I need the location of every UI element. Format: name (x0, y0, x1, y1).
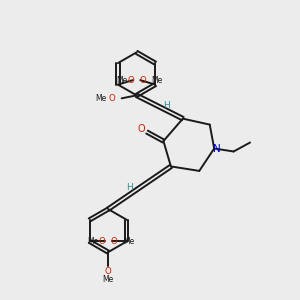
Text: H: H (163, 101, 169, 110)
Text: N: N (213, 143, 220, 154)
Text: O: O (111, 237, 117, 246)
Text: O: O (99, 237, 106, 246)
Text: Me: Me (88, 237, 99, 246)
Text: O: O (139, 76, 146, 85)
Text: Me: Me (123, 237, 134, 246)
Text: O: O (105, 267, 112, 276)
Text: O: O (127, 76, 134, 85)
Text: Me: Me (116, 76, 128, 85)
Text: O: O (138, 124, 146, 134)
Text: Me: Me (152, 76, 163, 85)
Text: Me: Me (95, 94, 106, 103)
Text: O: O (109, 94, 116, 103)
Text: Me: Me (103, 275, 114, 284)
Text: H: H (127, 183, 133, 192)
